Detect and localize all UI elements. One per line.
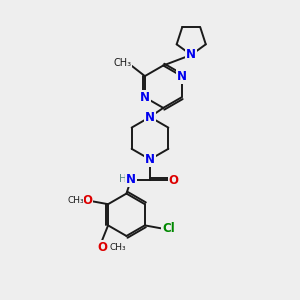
Text: O: O <box>169 173 178 187</box>
Text: Cl: Cl <box>162 222 175 235</box>
Text: O: O <box>97 241 107 254</box>
Text: N: N <box>145 110 155 124</box>
Text: O: O <box>82 194 92 207</box>
Text: H: H <box>119 174 127 184</box>
Text: CH₃: CH₃ <box>110 243 126 252</box>
Text: N: N <box>126 173 136 186</box>
Text: CH₃: CH₃ <box>68 196 84 205</box>
Text: CH₃: CH₃ <box>113 58 131 68</box>
Text: N: N <box>145 153 155 166</box>
Text: N: N <box>177 70 187 83</box>
Text: N: N <box>186 48 196 62</box>
Text: N: N <box>140 91 150 104</box>
